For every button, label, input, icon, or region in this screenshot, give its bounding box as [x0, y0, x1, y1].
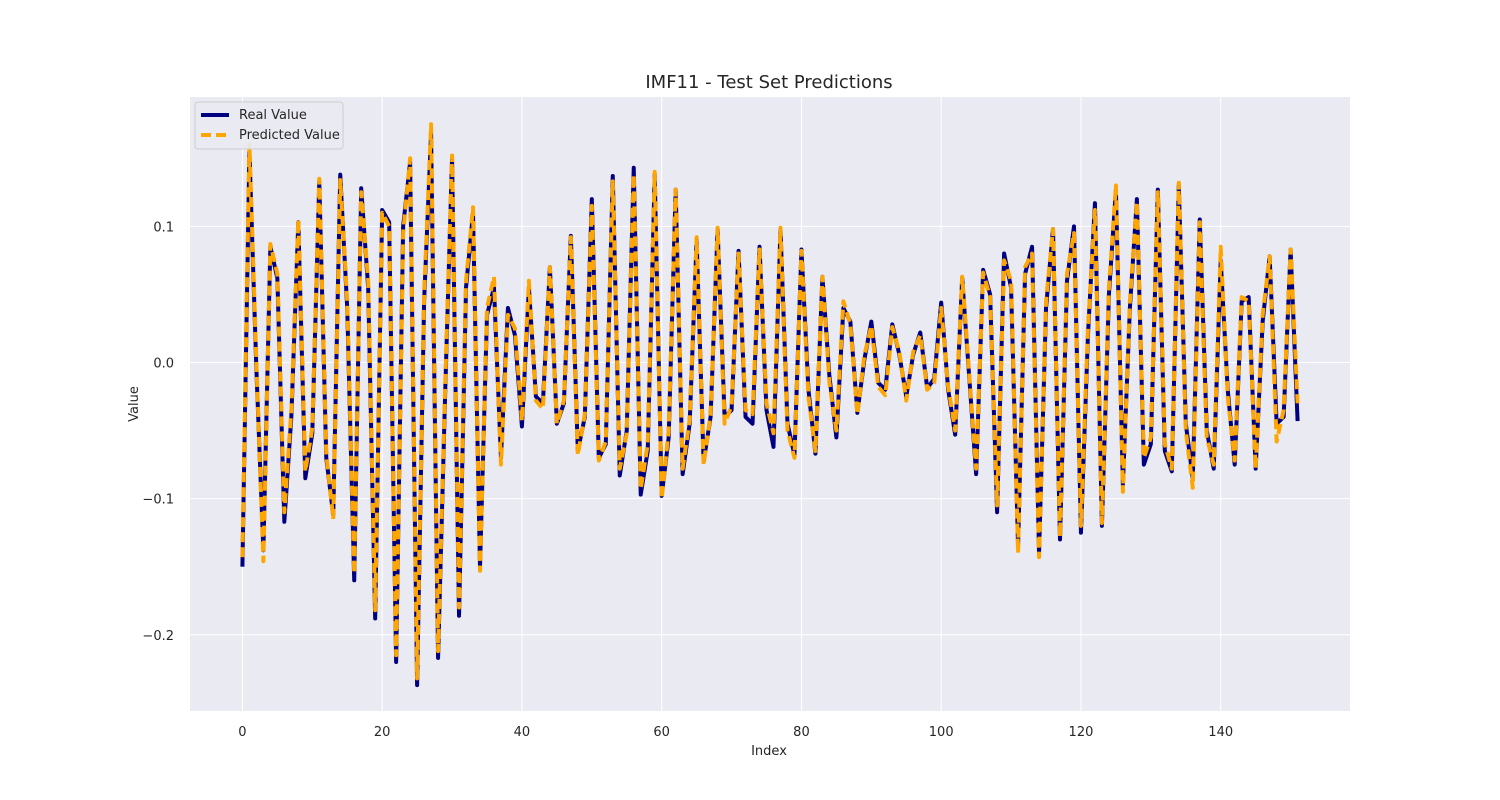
y-tick-label: −0.1	[142, 493, 174, 508]
legend-box	[194, 101, 344, 150]
x-tick-labels: 0 20 40 60 80 100 120 140	[238, 725, 1233, 740]
x-tick-label: 40	[514, 725, 531, 740]
series-line-predicted	[240, 122, 1300, 681]
y-axis-label: Value	[127, 386, 142, 422]
y-tick-label: 0.1	[153, 220, 174, 235]
y-tick-label: −0.2	[142, 629, 174, 644]
x-tick-label: 140	[1208, 725, 1233, 740]
plot-background	[190, 97, 1350, 711]
legend: Real Value Predicted Value	[194, 101, 344, 150]
chart-title: IMF11 - Test Set Predictions	[645, 72, 892, 93]
x-tick-label: 80	[793, 725, 810, 740]
x-tick-label: 120	[1069, 725, 1094, 740]
x-tick-label: 20	[374, 725, 391, 740]
x-tick-label: 100	[929, 725, 954, 740]
x-tick-label: 60	[653, 725, 670, 740]
x-tick-label: 0	[238, 725, 246, 740]
x-axis-label: Index	[751, 744, 787, 759]
series-layer	[240, 122, 1300, 688]
legend-label-predicted: Predicted Value	[239, 128, 340, 143]
y-tick-label: 0.0	[153, 356, 174, 371]
legend-label-real: Real Value	[239, 108, 307, 123]
y-tick-labels: −0.2 −0.1 0.0 0.1	[142, 220, 174, 643]
